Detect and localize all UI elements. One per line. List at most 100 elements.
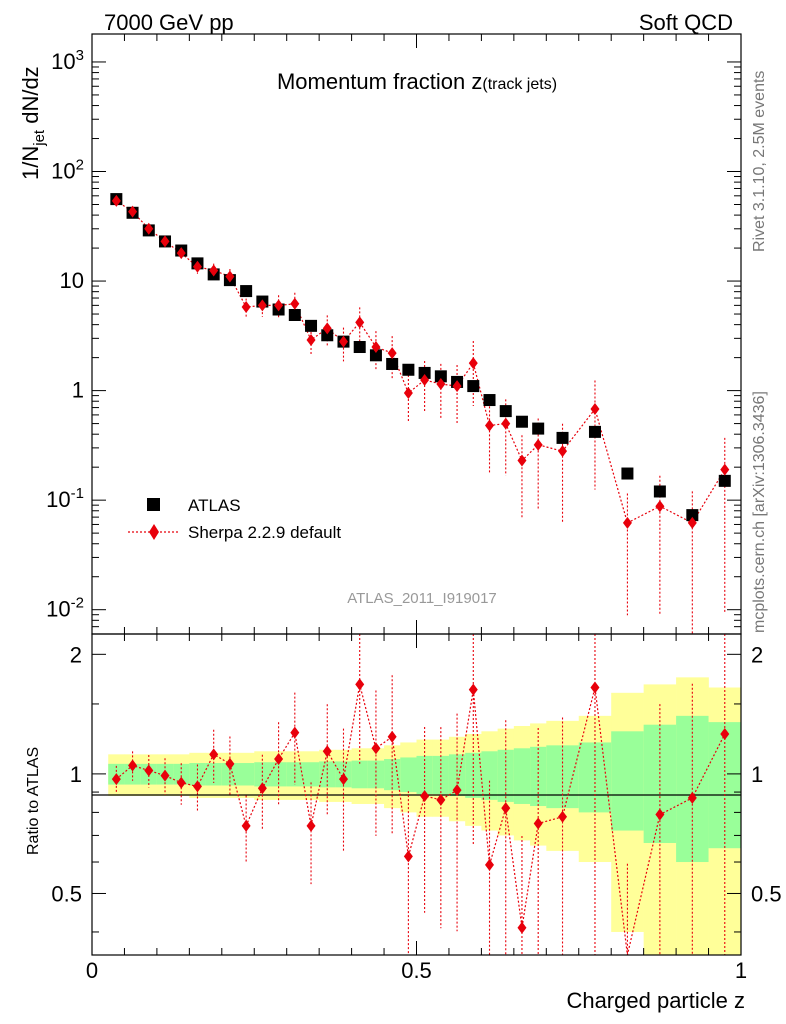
ratio-data-point [655, 808, 665, 821]
atlas-data-point [467, 380, 480, 393]
ratio-ytick-label-left: 2 [70, 642, 82, 667]
ratio-data-point [274, 753, 284, 766]
mc-series-line [115, 200, 726, 524]
mc-data-point [517, 454, 527, 467]
atlas-data-point [653, 485, 666, 498]
ratio-ytick-label-right: 0.5 [751, 881, 782, 906]
mc-data-point [558, 445, 568, 458]
mc-data-point [355, 316, 365, 329]
ratio-data-point [192, 780, 202, 793]
ratio-band-inner [578, 742, 612, 813]
legend: ATLAS Sherpa 2.2.9 default [128, 496, 341, 542]
ratio-marks [111, 634, 730, 956]
ratio-data-point [322, 745, 332, 758]
ratio-data-point [176, 776, 186, 789]
ratio-band-inner [481, 751, 498, 800]
mc-data-point [720, 463, 730, 476]
ratio-data-point [558, 810, 568, 823]
ratio-band-inner [513, 748, 531, 804]
mc-data-point [144, 222, 154, 235]
ratio-band-inner [319, 761, 336, 788]
ratio-data-point [160, 769, 170, 782]
legend-atlas-marker [147, 498, 160, 511]
atlas-data-point [718, 474, 731, 487]
ratio-data-point [452, 784, 462, 797]
ratio-band-inner [124, 763, 141, 785]
ratio-data-point [590, 681, 600, 694]
mc-data-point [209, 264, 219, 277]
rivet-version-label: Rivet 3.1.10, 2.5M events [751, 71, 768, 252]
ratio-band-inner [611, 731, 644, 831]
xtick-label: 0 [86, 958, 98, 983]
mc-data-point [257, 299, 267, 312]
ratio-ytick-label-right: 1 [751, 762, 763, 787]
mc-data-point [468, 357, 478, 370]
ratio-data-point [687, 791, 697, 804]
ratio-band-inner [416, 755, 434, 794]
ratio-band-inner [254, 762, 271, 787]
ratio-data-point [468, 683, 478, 696]
ratio-data-point [533, 817, 543, 830]
main-ytick-label: 10 [60, 268, 84, 293]
ratio-data-point [387, 730, 397, 743]
main-ytick-label: 10-1 [46, 485, 84, 512]
ratio-data-point [290, 726, 300, 739]
analysis-watermark: ATLAS_2011_I919017 [347, 590, 497, 607]
mc-data-point [452, 380, 462, 393]
ratio-data-point [403, 850, 413, 863]
ratio-data-point [485, 858, 495, 871]
ratio-data-point [209, 748, 219, 761]
atlas-data-point [621, 467, 634, 480]
ratio-data-point [720, 728, 730, 741]
mc-data-point [290, 297, 300, 310]
main-ylabel: 1/Njet dN/dz [18, 66, 48, 180]
ratio-data-point [355, 678, 365, 691]
ratio-band-inner [173, 763, 190, 785]
legend-mc-marker [149, 524, 159, 540]
mc-data-point [322, 322, 332, 335]
atlas-data-point [515, 415, 528, 428]
main-marks [110, 193, 731, 634]
xtick-label: 0.5 [401, 958, 432, 983]
mc-data-point [403, 387, 413, 400]
atlas-data-point [369, 349, 382, 362]
atlas-data-point [353, 341, 366, 354]
mc-data-point [387, 347, 397, 360]
mc-data-point [111, 194, 121, 207]
main-ytick-label: 10-2 [46, 595, 84, 622]
ratio-data-point [257, 782, 267, 795]
ratio-ytick-label-left: 0.5 [51, 881, 82, 906]
xtick-label: 1 [735, 958, 747, 983]
mc-data-point [274, 299, 284, 312]
atlas-data-point [305, 319, 318, 332]
ratio-data-point [306, 819, 316, 832]
ratio-data-point [517, 921, 527, 934]
main-ytick-label: 1 [72, 378, 84, 403]
mc-data-point [306, 333, 316, 346]
atlas-data-point [499, 405, 512, 418]
ratio-panel: 0.5 0.5 1 1 2 2 0 0.5 1 Ratio to ATLAS Charged p… [25, 633, 782, 1013]
xaxis-label: Charged particle z [566, 988, 745, 1013]
ratio-data-point [338, 773, 348, 786]
ratio-band-inner [367, 760, 385, 789]
ratio-data-point [225, 757, 235, 770]
main-title: Momentum fraction z(track jets) [277, 69, 557, 94]
mc-data-point [192, 260, 202, 273]
mc-data-point [338, 335, 348, 348]
atlas-data-point [588, 425, 601, 438]
mc-data-point [485, 419, 495, 432]
mc-data-point [590, 402, 600, 415]
atlas-data-point [402, 363, 415, 376]
mc-data-point [128, 205, 138, 218]
legend-mc-label: Sherpa 2.2.9 default [188, 523, 341, 542]
ratio-data-point [501, 802, 511, 815]
mc-data-point [533, 438, 543, 451]
ratio-ytick-label-left: 1 [70, 762, 82, 787]
header-right-label: Soft QCD [639, 10, 733, 35]
mc-data-point [436, 377, 446, 390]
legend-atlas-label: ATLAS [188, 496, 241, 515]
atlas-data-point [556, 431, 569, 444]
mc-data-point [241, 300, 251, 313]
atlas-data-point [386, 357, 399, 370]
